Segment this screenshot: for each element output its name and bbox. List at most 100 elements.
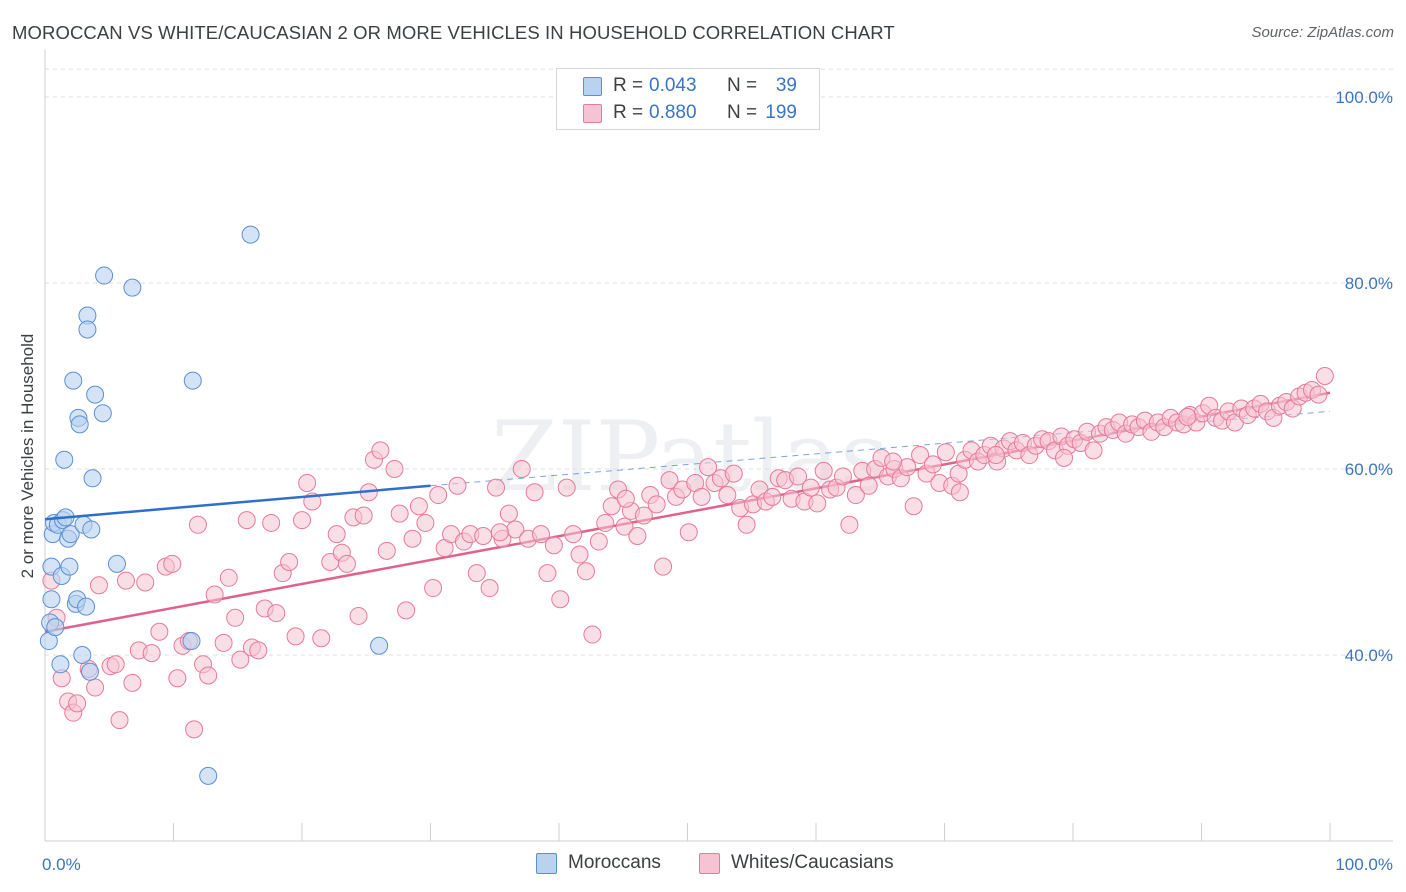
white-point <box>583 625 602 644</box>
moroccan-point <box>42 590 61 609</box>
white-point <box>679 523 698 542</box>
white-point <box>409 497 428 516</box>
moroccan-points <box>39 225 389 785</box>
white-point <box>106 655 125 674</box>
white-point <box>801 478 820 497</box>
white-point <box>142 644 161 663</box>
white-point <box>718 486 737 505</box>
white-point <box>660 471 679 490</box>
legend-r-label: R = <box>613 102 644 123</box>
white-point <box>199 666 218 685</box>
legend-r-value: 0.043 <box>649 75 697 96</box>
white-point <box>512 460 531 478</box>
correlation-legend: R = 0.043 N = 39 R = 0.880 N = 199 <box>556 68 820 130</box>
moroccan-point <box>82 520 101 539</box>
moroccan-point <box>73 646 92 664</box>
white-point <box>337 554 356 573</box>
white-points <box>42 367 1334 739</box>
moroccan-point <box>61 525 80 544</box>
white-point <box>737 515 756 534</box>
white-point <box>763 487 782 506</box>
white-point <box>231 650 250 669</box>
white-point <box>808 494 827 513</box>
moroccan-point <box>60 557 79 576</box>
white-point <box>589 532 608 551</box>
legend-n-label: N = <box>727 75 758 96</box>
white-point <box>150 622 169 641</box>
legend-label-whites: Whites/Caucasians <box>731 852 894 873</box>
chart-title: MOROCCAN VS WHITE/CAUCASIAN 2 OR MORE VE… <box>12 22 895 43</box>
white-point <box>163 554 182 573</box>
moroccan-point <box>370 636 389 655</box>
x-tick-label: 0.0% <box>42 855 81 874</box>
white-point <box>576 562 595 581</box>
white-point <box>551 590 570 609</box>
white-point <box>692 487 711 506</box>
moroccan-point <box>51 655 70 674</box>
white-point <box>570 545 589 564</box>
white-point <box>634 506 653 525</box>
y-tick-label: 40.0% <box>1345 646 1393 665</box>
white-point <box>354 506 373 525</box>
white-point <box>904 497 923 516</box>
white-point <box>429 486 448 505</box>
moroccan-point <box>86 385 105 404</box>
white-point <box>168 669 187 688</box>
white-point <box>280 553 299 571</box>
axes <box>44 49 1393 842</box>
gridlines <box>45 68 1393 656</box>
white-point <box>814 461 833 480</box>
white-point <box>188 515 207 534</box>
white-point <box>185 720 204 739</box>
white-point <box>385 460 404 478</box>
white-point <box>487 478 506 497</box>
moroccan-point <box>183 371 202 390</box>
white-point <box>564 525 583 544</box>
white-point <box>950 483 969 502</box>
white-point <box>474 526 493 545</box>
white-point <box>116 571 135 590</box>
moroccan-trend-line <box>44 484 431 521</box>
white-point <box>532 525 551 544</box>
white-point <box>596 513 615 532</box>
legend-n-label: N = <box>727 102 758 123</box>
y-tick-label: 80.0% <box>1345 274 1393 293</box>
white-point <box>1055 448 1074 467</box>
legend-n-value: 199 <box>765 102 797 123</box>
white-point <box>1084 441 1103 460</box>
white-point <box>923 455 942 474</box>
white-point <box>397 601 416 620</box>
white-point <box>448 476 467 495</box>
white-point <box>467 564 486 583</box>
white-point <box>724 464 743 483</box>
tick-labels: 40.0% 60.0% 80.0% 100.0% 0.0% 100.0% <box>42 88 1393 874</box>
white-point <box>298 473 317 492</box>
moroccan-point <box>55 450 74 469</box>
white-point <box>699 458 718 477</box>
y-tick-label: 100.0% <box>1335 88 1393 107</box>
white-point <box>859 476 878 495</box>
white-point <box>123 673 142 692</box>
moroccan-point <box>199 766 218 785</box>
legend-r-label: R = <box>613 75 644 96</box>
white-point <box>327 525 346 544</box>
x-tick-label: 100.0% <box>1335 855 1393 874</box>
white-point <box>371 441 390 460</box>
moroccan-trend-group <box>44 484 431 521</box>
white-point <box>214 633 233 652</box>
white-point <box>615 517 634 536</box>
white-point <box>616 489 635 508</box>
white-point <box>68 694 87 713</box>
moroccan-point <box>80 662 99 681</box>
white-point <box>480 579 499 598</box>
moroccan-point <box>123 278 142 297</box>
moroccan-point <box>70 415 89 434</box>
source-label: Source: ZipAtlas.com <box>1251 24 1394 41</box>
white-point <box>538 564 557 583</box>
white-point <box>136 573 155 592</box>
white-point <box>884 452 903 471</box>
legend-swatch-whites <box>583 104 602 123</box>
white-point <box>349 606 368 625</box>
white-point <box>1315 367 1334 385</box>
